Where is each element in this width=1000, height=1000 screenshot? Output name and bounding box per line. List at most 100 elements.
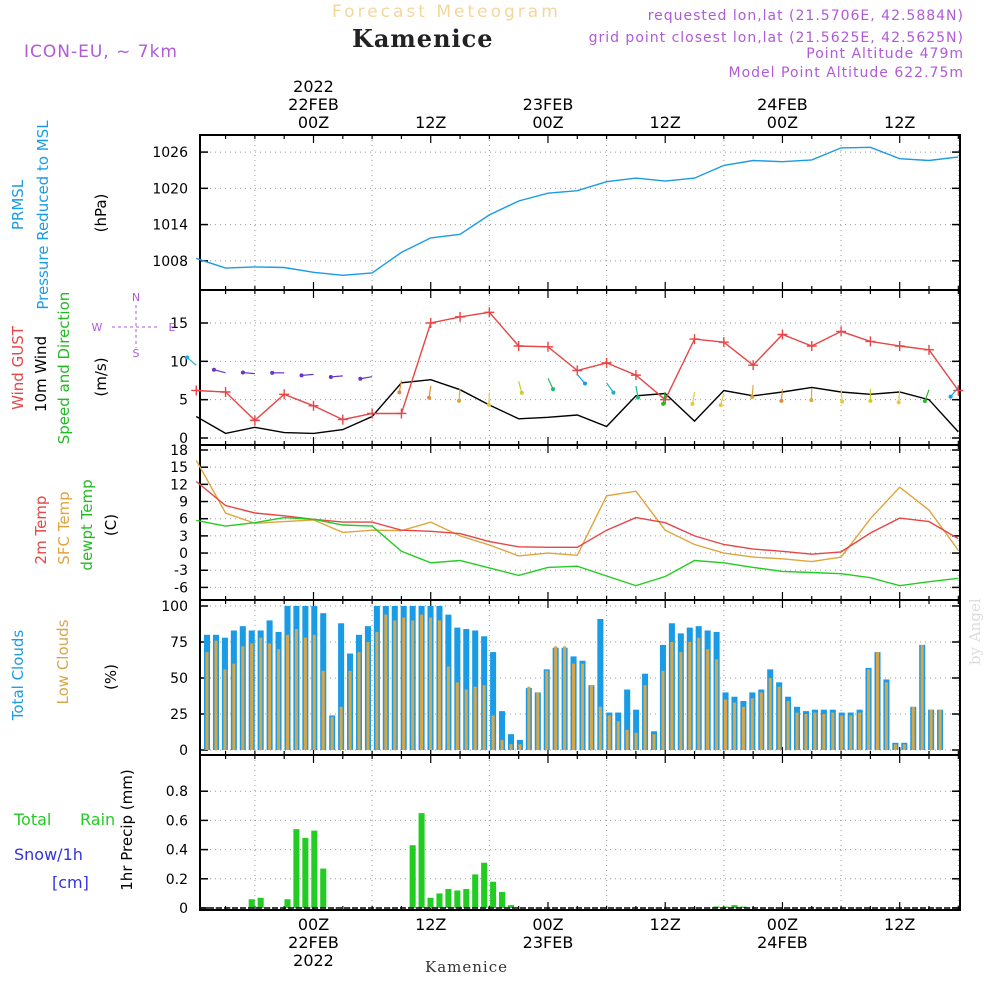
wind-arrow-head <box>583 381 588 386</box>
gust-marker <box>484 307 495 318</box>
gust-marker <box>660 394 671 405</box>
wind-arrow <box>898 390 901 403</box>
wind-arrow <box>840 389 843 402</box>
bar-low-clouds <box>473 686 477 750</box>
bar-low-clouds <box>911 706 915 750</box>
bar-low-clouds <box>831 712 835 750</box>
x-top-label: 12Z <box>415 113 446 132</box>
bar-low-clouds <box>455 682 459 750</box>
bar-low-clouds <box>598 706 602 750</box>
y-tick-label: 1026 <box>152 145 188 161</box>
wind-arrow-head <box>270 370 275 375</box>
compass-s: S <box>133 347 140 360</box>
wind-arrow-head <box>809 398 814 403</box>
wind-arrow-head <box>299 373 304 378</box>
wind-arrow-head <box>519 390 524 395</box>
bar-rain <box>427 897 434 908</box>
bar-low-clouds <box>679 652 683 750</box>
footer-place: Kamenice <box>425 958 508 976</box>
y-tick-label: 0.6 <box>166 813 188 829</box>
temp-label-sfc: SFC Temp <box>55 491 73 564</box>
bar-low-clouds <box>777 686 781 750</box>
bar-low-clouds <box>786 701 790 750</box>
gust-marker <box>308 400 319 411</box>
y-tick-label: 15 <box>170 460 188 476</box>
precip-unit: 1hr Precip (mm) <box>118 769 136 890</box>
requested-coords: requested lon,lat (21.5706E, 42.5884N) <box>647 8 964 24</box>
bar-low-clouds <box>268 643 272 750</box>
panel-frame-wind <box>199 289 961 446</box>
wind-arrow-head <box>486 402 491 407</box>
wind-arrow-head <box>840 399 845 404</box>
gust-marker <box>777 329 788 340</box>
panel-frame-precip <box>199 754 961 911</box>
y-tick-label: 1008 <box>152 254 188 270</box>
chart-title: Forecast Meteogram <box>332 2 561 22</box>
bar-total-clouds <box>490 652 497 750</box>
gust-marker <box>191 385 202 396</box>
gust-marker <box>279 389 290 400</box>
bar-low-clouds <box>652 734 656 750</box>
bar-rain <box>257 897 264 908</box>
x-bottom-label: 24FEB <box>757 933 808 952</box>
y-tick-label: 0.2 <box>166 872 188 888</box>
wind-arrow <box>458 388 461 401</box>
y-tick-label: 50 <box>170 671 188 687</box>
wind-arrow <box>301 373 314 377</box>
pressure-unit: (hPa) <box>92 194 110 233</box>
bar-rain <box>248 899 255 908</box>
bar-low-clouds <box>732 702 736 750</box>
bar-low-clouds <box>795 712 799 750</box>
bar-low-clouds <box>446 666 450 750</box>
y-tick-label: 1020 <box>152 181 188 197</box>
bar-low-clouds <box>411 620 415 750</box>
bar-low-clouds <box>393 620 397 750</box>
x-bottom-label: 12Z <box>650 915 681 934</box>
panel-frame-temperature <box>199 444 961 601</box>
bar-low-clouds <box>893 744 897 750</box>
bar-rain <box>463 889 470 908</box>
wind-arrow-head <box>358 376 363 381</box>
bar-total-clouds <box>633 709 640 750</box>
gust-marker <box>249 415 260 426</box>
bar-low-clouds <box>259 637 263 750</box>
place-name: Kamenice <box>352 24 494 53</box>
x-top-label: 22FEB <box>288 95 339 114</box>
x-bottom-label: 00Z <box>767 915 798 934</box>
precip-label-snow: Snow/1h <box>14 845 83 864</box>
gust-marker <box>572 365 583 376</box>
wind-arrow-head <box>185 355 190 360</box>
pressure-label-1: PRMSL <box>9 179 27 230</box>
y-tick-label: 0 <box>179 546 188 562</box>
bar-low-clouds <box>661 670 665 750</box>
clouds-label-total: Total Clouds <box>9 630 27 722</box>
gust-marker <box>865 336 876 347</box>
y-tick-label: 10 <box>170 354 188 370</box>
bar-rain <box>481 862 488 908</box>
series-line-2m-temp <box>195 480 959 555</box>
bar-rain <box>284 899 291 908</box>
wind-arrow-head <box>211 367 216 372</box>
wind-arrow-head <box>779 398 784 403</box>
temp-label-dewpt: dewpt Temp <box>78 479 96 570</box>
bar-total-clouds <box>597 618 604 750</box>
wind-arrow-head <box>457 398 462 403</box>
bar-low-clouds <box>339 706 343 750</box>
precip-label-rain: Rain <box>80 810 115 829</box>
grid-point-coords: grid point closest lon,lat (21.5625E, 42… <box>588 30 964 46</box>
bar-total-clouds <box>499 711 506 750</box>
bar-rain <box>740 906 747 908</box>
bar-low-clouds <box>312 634 316 750</box>
bar-low-clouds <box>715 659 719 750</box>
x-top-label: 2022 <box>293 77 334 96</box>
bar-low-clouds <box>285 634 290 750</box>
bar-low-clouds <box>840 715 844 750</box>
wind-arrow <box>213 369 226 374</box>
x-bottom-label: 00Z <box>532 915 563 934</box>
y-tick-label: 6 <box>179 512 188 528</box>
y-tick-label: 1014 <box>152 218 188 234</box>
bar-low-clouds <box>482 685 486 750</box>
wind-arrow-head <box>750 395 755 400</box>
bar-low-clouds <box>402 617 406 750</box>
y-tick-label: 0.8 <box>166 784 188 800</box>
